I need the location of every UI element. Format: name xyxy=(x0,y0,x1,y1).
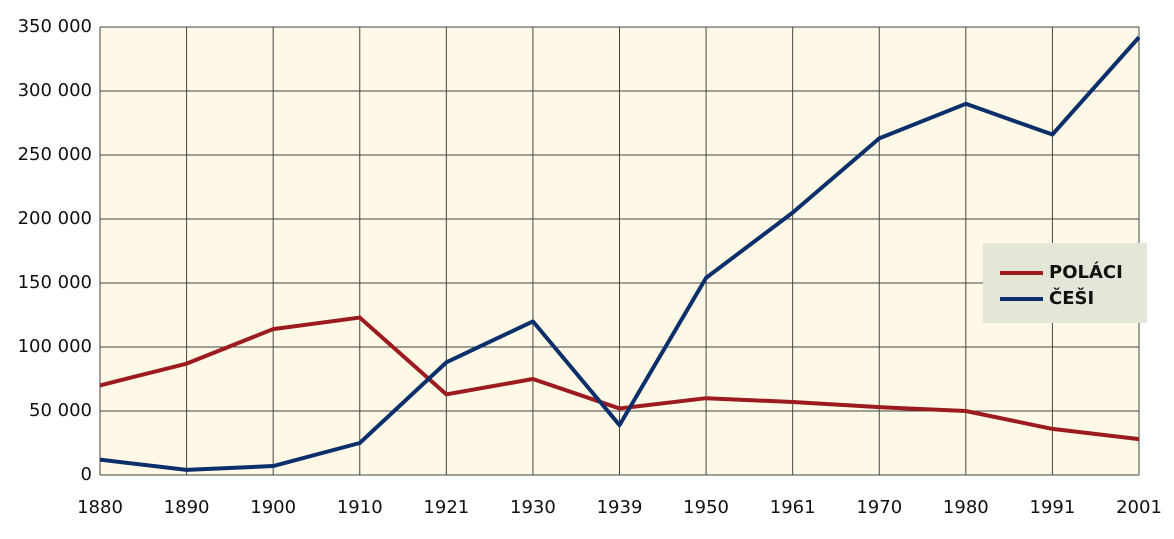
x-tick-label: 1980 xyxy=(943,497,989,518)
x-tick-label: 1991 xyxy=(1030,497,1076,518)
x-tick-label: 1900 xyxy=(250,497,296,518)
y-tick-label: 300 000 xyxy=(18,80,92,101)
x-tick-label: 1921 xyxy=(423,497,469,518)
y-tick-label: 200 000 xyxy=(18,208,92,229)
x-tick-label: 2001 xyxy=(1116,497,1162,518)
y-tick-label: 350 000 xyxy=(18,16,92,37)
line-series xyxy=(99,315,1140,442)
x-tick-label: 1910 xyxy=(337,497,383,518)
y-tick-label: 150 000 xyxy=(18,272,92,293)
x-tick-label: 1930 xyxy=(510,497,556,518)
legend-label: POLÁCI xyxy=(1049,261,1123,283)
x-tick-label: 1880 xyxy=(77,497,123,518)
x-tick-label: 1939 xyxy=(597,497,643,518)
line-series xyxy=(99,35,1141,472)
y-tick-label: 0 xyxy=(81,464,92,485)
legend-label: ČEŠI xyxy=(1049,287,1094,309)
y-tick-label: 100 000 xyxy=(18,336,92,357)
x-tick-label: 1950 xyxy=(683,497,729,518)
y-tick-label: 50 000 xyxy=(29,400,92,421)
legend-box xyxy=(983,243,1147,323)
y-tick-label: 250 000 xyxy=(18,144,92,165)
x-tick-label: 1890 xyxy=(164,497,210,518)
x-tick-label: 1970 xyxy=(856,497,902,518)
x-tick-label: 1961 xyxy=(770,497,816,518)
